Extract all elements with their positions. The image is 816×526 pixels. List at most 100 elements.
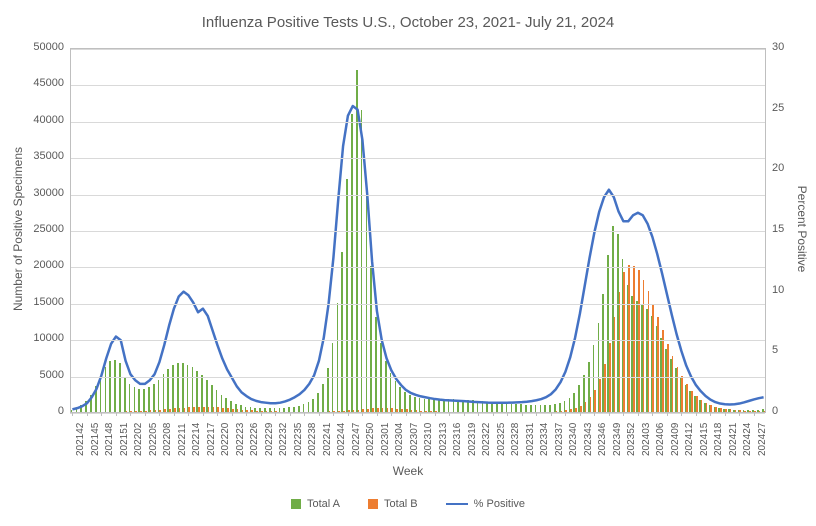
gridline [70, 195, 765, 196]
x-tick [246, 412, 247, 416]
legend-item: % Positive [446, 498, 525, 510]
x-tick-label: 202418 [714, 423, 724, 456]
x-tick-label: 202352 [627, 423, 637, 456]
x-tick [493, 412, 494, 416]
gridline [70, 267, 765, 268]
x-tick-label: 202226 [250, 423, 260, 456]
y-left-tick-label: 30000 [24, 187, 64, 199]
x-tick-label: 202325 [497, 423, 507, 456]
x-tick-label: 202229 [265, 423, 275, 456]
x-tick [232, 412, 233, 416]
x-tick [362, 412, 363, 416]
legend-label: % Positive [474, 498, 525, 510]
pct-positive-line [72, 106, 763, 409]
x-tick [420, 412, 421, 416]
y-left-tick-label: 5000 [24, 369, 64, 381]
x-tick-label: 202316 [453, 423, 463, 456]
y-left-axis-line [70, 48, 71, 412]
y-right-tick-label: 5 [772, 344, 802, 356]
x-tick [594, 412, 595, 416]
x-tick-label: 202241 [323, 423, 333, 456]
x-tick-label: 202310 [424, 423, 434, 456]
gridline [70, 377, 765, 378]
x-tick-label: 202202 [134, 423, 144, 456]
x-tick-label: 202307 [410, 423, 420, 456]
legend-line-swatch [446, 503, 468, 505]
x-tick [304, 412, 305, 416]
x-tick [464, 412, 465, 416]
y-left-tick-label: 40000 [24, 114, 64, 126]
gridline [70, 340, 765, 341]
x-tick [101, 412, 102, 416]
x-tick [522, 412, 523, 416]
x-tick [159, 412, 160, 416]
x-tick-label: 202406 [656, 423, 666, 456]
x-tick-label: 202343 [584, 423, 594, 456]
x-tick-label: 202223 [236, 423, 246, 456]
x-tick [696, 412, 697, 416]
x-tick [652, 412, 653, 416]
x-tick-label: 202244 [337, 423, 347, 456]
x-tick-label: 202412 [685, 423, 695, 456]
x-tick-label: 202220 [221, 423, 231, 456]
x-tick-label: 202328 [511, 423, 521, 456]
x-tick-label: 202409 [671, 423, 681, 456]
x-tick [406, 412, 407, 416]
x-tick-label: 202232 [279, 423, 289, 456]
x-tick [87, 412, 88, 416]
x-tick-label: 202346 [598, 423, 608, 456]
x-tick [536, 412, 537, 416]
gridline [70, 158, 765, 159]
x-tick-label: 202250 [366, 423, 376, 456]
gridline [70, 85, 765, 86]
x-tick-label: 202211 [178, 423, 188, 456]
y-left-tick-label: 45000 [24, 77, 64, 89]
x-tick [507, 412, 508, 416]
x-tick [203, 412, 204, 416]
y-left-tick-label: 20000 [24, 259, 64, 271]
x-tick [130, 412, 131, 416]
x-tick [754, 412, 755, 416]
x-tick-label: 202238 [308, 423, 318, 456]
y-left-tick-label: 0 [24, 405, 64, 417]
y-left-tick-label: 10000 [24, 332, 64, 344]
x-tick-label: 202322 [482, 423, 492, 456]
x-tick [623, 412, 624, 416]
legend-swatch [291, 499, 301, 509]
plot-area [70, 48, 766, 412]
x-tick [449, 412, 450, 416]
x-tick [275, 412, 276, 416]
y-left-tick-label: 35000 [24, 150, 64, 162]
x-axis-title: Week [0, 464, 816, 478]
x-tick [319, 412, 320, 416]
y-left-tick-label: 50000 [24, 41, 64, 53]
gridline [70, 49, 765, 50]
x-tick [551, 412, 552, 416]
gridline [70, 122, 765, 123]
x-tick-label: 202334 [540, 423, 550, 456]
x-tick-label: 202205 [149, 423, 159, 456]
x-tick-label: 202421 [729, 423, 739, 456]
x-tick-label: 202151 [120, 423, 130, 456]
chart-title: Influenza Positive Tests U.S., October 2… [0, 14, 816, 31]
legend-label: Total A [307, 498, 340, 510]
x-tick [725, 412, 726, 416]
x-tick [580, 412, 581, 416]
x-tick-label: 202301 [381, 423, 391, 456]
x-tick [565, 412, 566, 416]
x-tick-label: 202349 [613, 423, 623, 456]
x-tick-label: 202427 [758, 423, 768, 456]
y-right-tick-label: 30 [772, 41, 802, 53]
x-tick [145, 412, 146, 416]
x-tick-label: 202142 [76, 423, 86, 456]
x-tick-label: 202148 [105, 423, 115, 456]
legend-item: Total B [368, 498, 418, 510]
x-tick-label: 202145 [91, 423, 101, 456]
y-right-tick-label: 0 [772, 405, 802, 417]
x-tick-label: 202403 [642, 423, 652, 456]
x-tick [217, 412, 218, 416]
x-tick [478, 412, 479, 416]
x-tick [348, 412, 349, 416]
y-right-tick-label: 10 [772, 284, 802, 296]
legend-swatch [368, 499, 378, 509]
